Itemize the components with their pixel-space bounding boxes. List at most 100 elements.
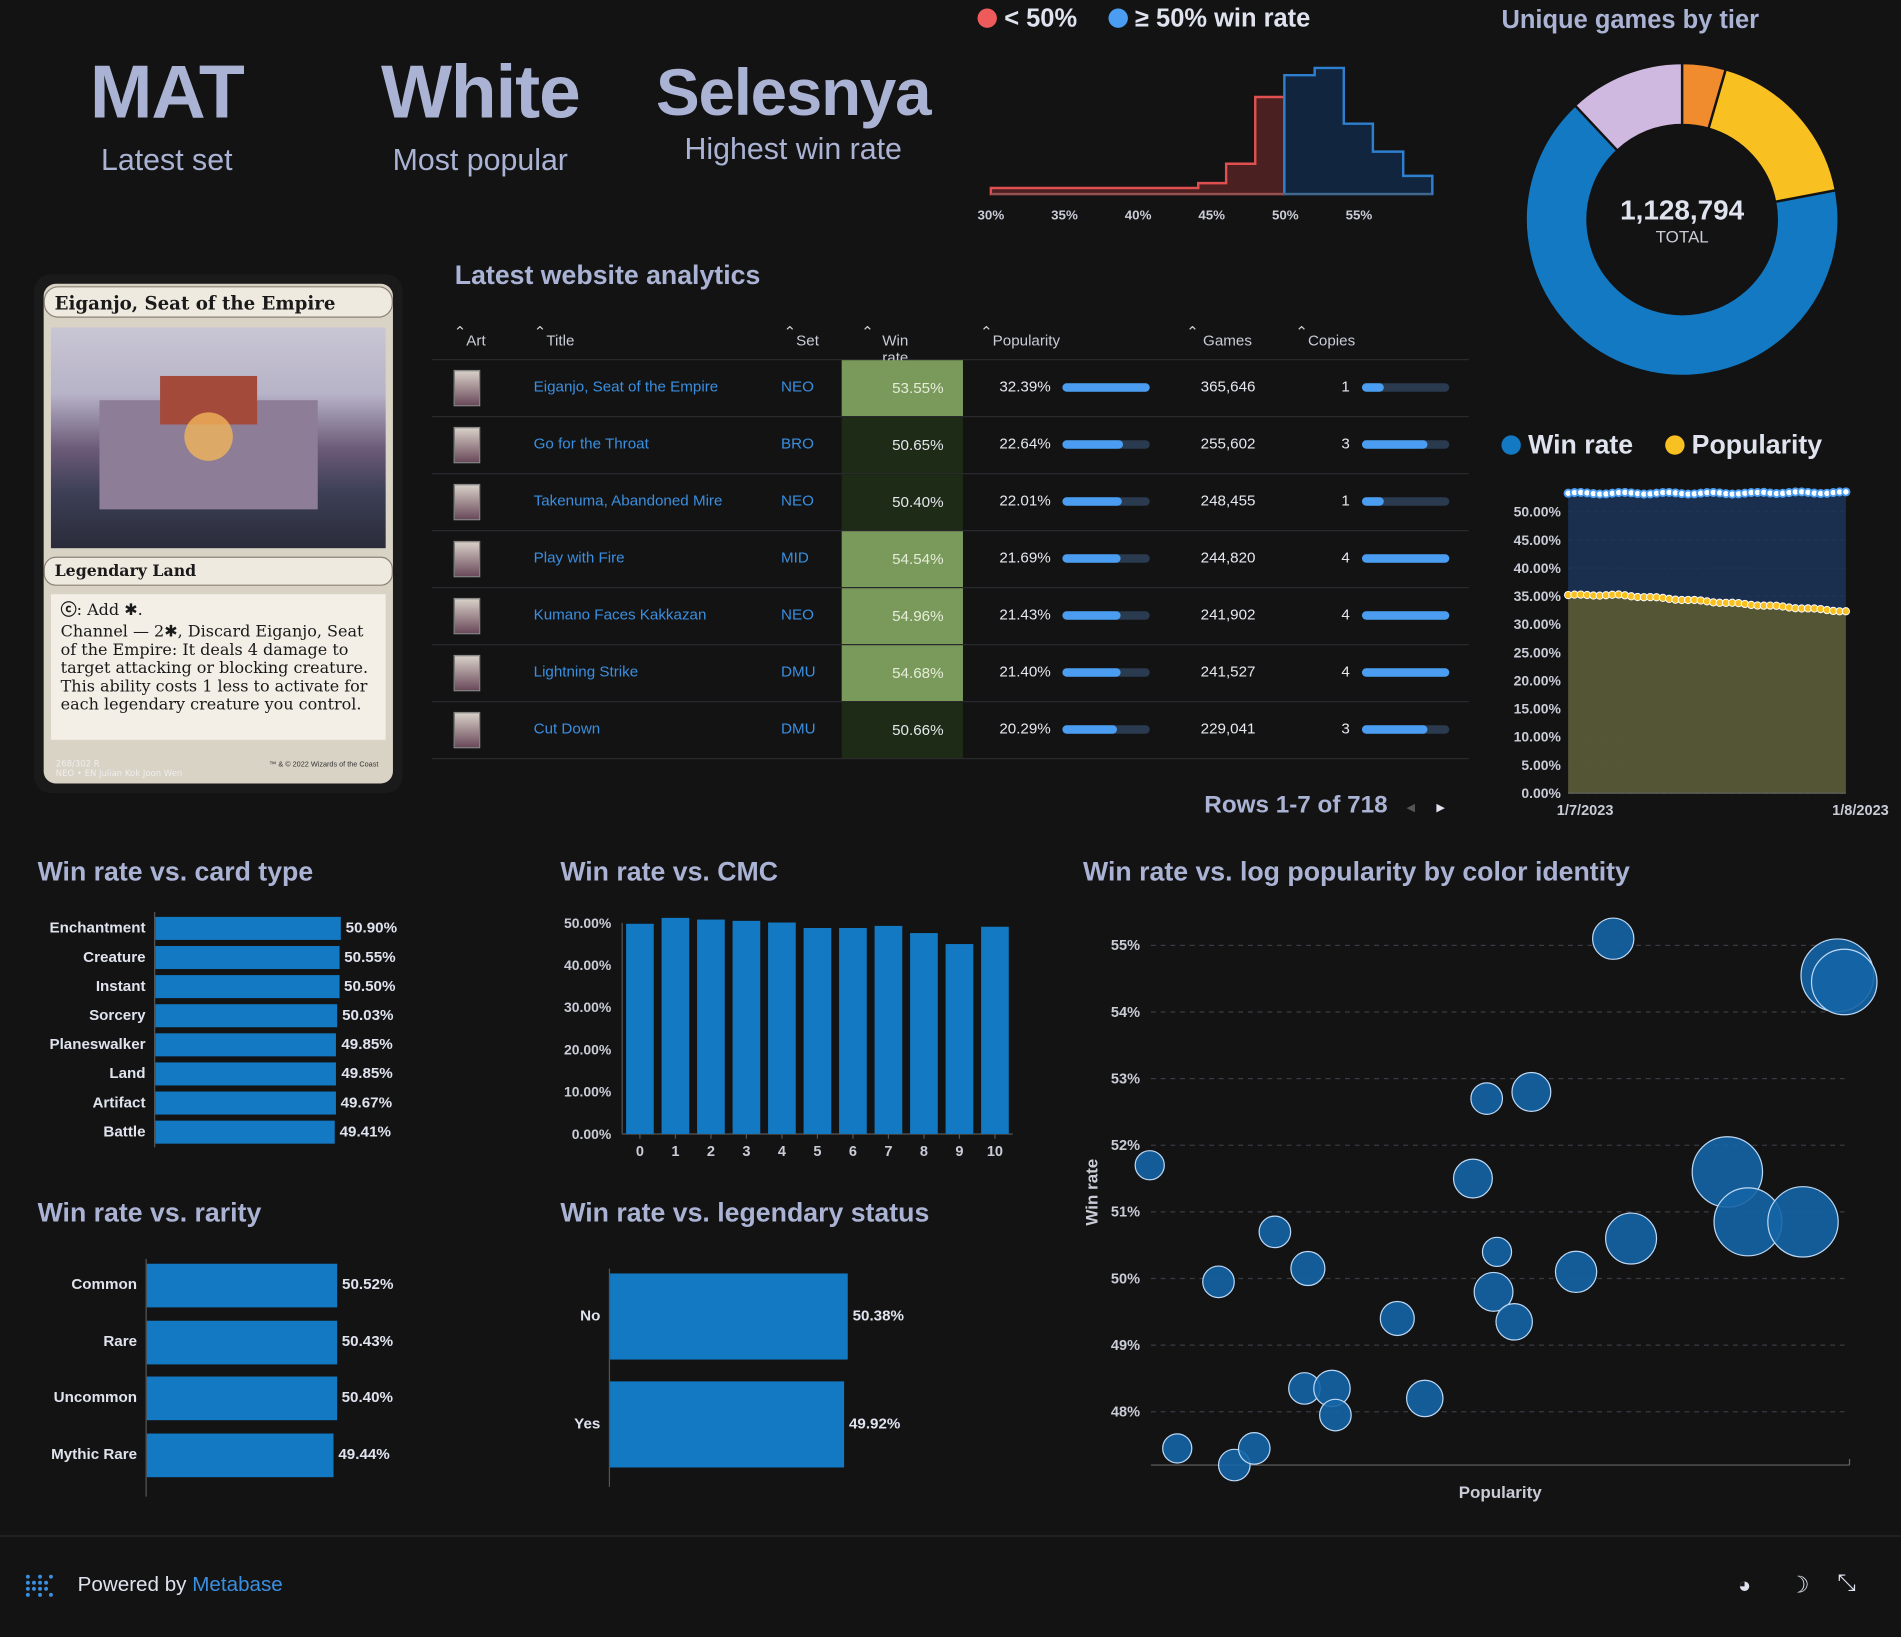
trend-chart: 50.00% 45.00% 40.00% 35.00% 30.00% 25.00% 20.0…: [1514, 487, 1889, 819]
bar[interactable]: [155, 945, 340, 970]
card-thumbnail[interactable]: [453, 654, 481, 692]
bar[interactable]: [610, 1381, 845, 1468]
col-popularity[interactable]: ⌃ Popularity: [979, 323, 1061, 350]
table-row[interactable]: Eiganjo, Seat of the Empire NEO 53.55% 32.3…: [431, 360, 1469, 418]
bar[interactable]: [146, 1432, 334, 1477]
bar[interactable]: [155, 916, 341, 940]
table-row[interactable]: Go for the Throat BRO 50.65% 22.64% 255,602 3: [431, 417, 1469, 475]
bar[interactable]: [155, 1091, 336, 1115]
cmc-x-tick: 5: [813, 1144, 821, 1160]
card-title-link[interactable]: Lightning Strike: [533, 663, 639, 681]
bar[interactable]: [155, 1033, 337, 1057]
histogram-tick: 55%: [1346, 208, 1373, 223]
cmc-bar: [945, 944, 974, 1134]
scatter-xlabel: Popularity: [1459, 1483, 1543, 1502]
bar[interactable]: [155, 975, 340, 999]
bar[interactable]: [155, 1062, 337, 1086]
cmc-x-tick: 0: [636, 1144, 644, 1160]
col-set[interactable]: ⌃ Set: [783, 323, 819, 350]
scatter-y-tick: 48%: [1111, 1405, 1140, 1421]
bar[interactable]: [610, 1273, 848, 1360]
card-type-line: Legendary Land: [43, 556, 393, 586]
table-row[interactable]: Play with Fire MID 54.54% 21.69% 244,820 4: [431, 531, 1469, 589]
col-title[interactable]: ⌃ Title: [533, 323, 575, 350]
card-set[interactable]: MID: [781, 549, 809, 567]
refresh-clock-icon[interactable]: ◕: [1737, 1573, 1752, 1598]
legend-label: Win rate: [1528, 429, 1634, 460]
metabase-logo-icon[interactable]: [24, 1572, 53, 1601]
card-thumbnail[interactable]: [453, 540, 481, 578]
bar[interactable]: [146, 1376, 337, 1421]
bar-category-label: Planeswalker: [49, 1035, 146, 1053]
card-title-link[interactable]: Takenuma, Abandoned Mire: [533, 492, 723, 510]
popularity-bar: [1062, 668, 1150, 677]
cmc-y-tick: 40.00%: [564, 957, 612, 973]
histogram-tick: 35%: [1051, 208, 1078, 223]
cmc-bar: [910, 933, 938, 1134]
games-value: 241,527: [1200, 663, 1256, 681]
col-copies[interactable]: ⌃ Copies: [1295, 323, 1356, 350]
card-title-link[interactable]: Eiganjo, Seat of the Empire: [533, 378, 719, 396]
scatter-point: [1290, 1250, 1326, 1287]
card-set[interactable]: DMU: [781, 720, 816, 738]
popularity-bar: [1062, 383, 1150, 392]
col-games[interactable]: ⌃ Games: [1186, 323, 1252, 350]
copies-bar: [1361, 440, 1450, 449]
bar-category-label: Enchantment: [49, 918, 146, 936]
cmc-bar: [981, 926, 1009, 1134]
col-art[interactable]: ⌃ Art: [453, 323, 486, 350]
bar[interactable]: [155, 1004, 338, 1028]
trend-x-tick: 1/7/2023: [1557, 803, 1614, 819]
legend-dot-blue: [1501, 435, 1521, 455]
card-title-link[interactable]: Play with Fire: [533, 549, 625, 567]
card-thumbnail[interactable]: [453, 711, 481, 749]
popularity-value: 21.69%: [999, 549, 1051, 567]
trend-y-tick: 35.00%: [1514, 588, 1562, 604]
card-thumbnail[interactable]: [453, 369, 481, 407]
card-rules-text: ⓒ: Add ✱. Channel — 2✱, Discard Eiganjo,…: [50, 594, 386, 740]
table-row[interactable]: Lightning Strike DMU 54.68% 21.40% 241,527 4: [431, 645, 1469, 703]
bar-value-label: 49.44%: [338, 1445, 390, 1463]
card-title-link[interactable]: Go for the Throat: [533, 435, 649, 453]
card-set[interactable]: DMU: [781, 663, 816, 681]
copies-bar-fill: [1361, 611, 1450, 620]
chart-title: Win rate vs. rarity: [37, 1197, 262, 1228]
col-win-rate[interactable]: ⌃ Win rate: [861, 323, 909, 367]
card-thumbnail[interactable]: [453, 426, 481, 464]
card-thumbnail[interactable]: [453, 483, 481, 521]
bar-category-label: Battle: [103, 1122, 146, 1140]
card-title-link[interactable]: Cut Down: [533, 720, 601, 738]
popularity-bar-fill: [1062, 497, 1122, 506]
exit-fullscreen-icon[interactable]: ⤡: [1837, 1570, 1856, 1597]
bar[interactable]: [146, 1263, 338, 1308]
bar-value-label: 49.41%: [339, 1122, 392, 1140]
bar-value-label: 49.67%: [340, 1093, 393, 1111]
card-type-chart: Enchantment 50.90% Creature 50.55% Instant 50…: [0, 910, 412, 1153]
cmc-bar: [697, 919, 725, 1134]
featured-card-image[interactable]: Eiganjo, Seat of the Empire Legendary La…: [33, 274, 403, 794]
table-row[interactable]: Kumano Faces Kakkazan NEO 54.96% 21.43% 241,…: [431, 588, 1469, 646]
card-thumbnail[interactable]: [453, 597, 481, 635]
games-value: 365,646: [1200, 378, 1256, 396]
win-rate-cell: 53.55%: [841, 360, 963, 416]
card-set[interactable]: NEO: [781, 606, 814, 624]
bar[interactable]: [155, 1120, 335, 1144]
metabase-link[interactable]: Metabase: [192, 1573, 283, 1597]
night-mode-icon[interactable]: ☽: [1788, 1573, 1810, 1599]
table-row[interactable]: Takenuma, Abandoned Mire NEO 50.40% 22.01% 2…: [431, 474, 1469, 532]
card-set[interactable]: BRO: [781, 435, 814, 453]
donut-segment: [1524, 103, 1840, 378]
games-value: 244,820: [1200, 549, 1256, 567]
pager-next-icon[interactable]: ▸: [1436, 796, 1445, 817]
card-set[interactable]: NEO: [781, 378, 814, 396]
pager-prev-icon[interactable]: ◂: [1406, 796, 1416, 817]
popularity-bar: [1062, 725, 1150, 734]
card-art: [50, 327, 386, 549]
card-set[interactable]: NEO: [781, 492, 814, 510]
bar[interactable]: [146, 1320, 337, 1364]
card-title-link[interactable]: Kumano Faces Kakkazan: [533, 606, 707, 624]
cmc-x-tick: 3: [742, 1144, 750, 1160]
table-row[interactable]: Cut Down DMU 50.66% 20.29% 229,041 3: [431, 702, 1469, 760]
cmc-bar: [803, 928, 832, 1134]
